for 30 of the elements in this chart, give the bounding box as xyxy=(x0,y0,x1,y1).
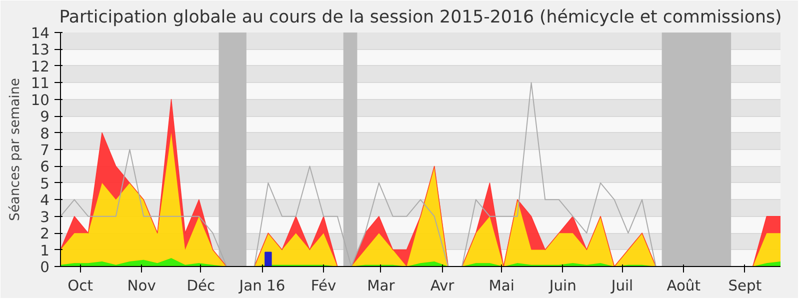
y-tick-label: 14 xyxy=(30,25,50,42)
y-tick-label: 1 xyxy=(40,242,50,260)
y-tick-label: 11 xyxy=(30,75,50,92)
y-tick-label: 6 xyxy=(40,158,50,176)
y-tick-label: 9 xyxy=(40,108,50,126)
y-tick-label: 2 xyxy=(40,226,50,243)
chart-title: Participation globale au cours de la session 2015-2016 (hémicycle et commissions) xyxy=(59,8,782,28)
x-tick-label: Déc xyxy=(186,278,216,294)
x-tick-label: Juil xyxy=(610,278,634,294)
y-tick-label: 8 xyxy=(40,125,50,142)
x-tick-label: Mar xyxy=(367,278,396,294)
x-tick-label: Jan 16 xyxy=(238,278,286,294)
y-axis-title: Séances par semaine xyxy=(8,78,23,221)
y-tick-label: 12 xyxy=(30,58,50,76)
x-tick-label: Mai xyxy=(488,278,514,294)
x-tick-label: Avr xyxy=(430,278,456,294)
y-tick-label: 10 xyxy=(30,92,50,109)
x-tick-label: Nov xyxy=(127,278,156,294)
x-tick-label: Oct xyxy=(68,278,94,294)
line-series xyxy=(60,82,656,266)
y-tick-label: 7 xyxy=(40,142,50,159)
y-tick-label: 4 xyxy=(40,192,50,210)
y-tick-label: 3 xyxy=(40,208,50,226)
x-tick-label: Juin xyxy=(548,278,576,294)
y-tick-label: 0 xyxy=(40,259,50,276)
x-tick-label: Fév xyxy=(310,278,337,294)
x-tick-label: Sept xyxy=(728,278,762,294)
x-tick-label: Août xyxy=(666,278,701,294)
y-tick-label: 13 xyxy=(30,42,50,59)
y-tick-label: 5 xyxy=(40,175,50,192)
